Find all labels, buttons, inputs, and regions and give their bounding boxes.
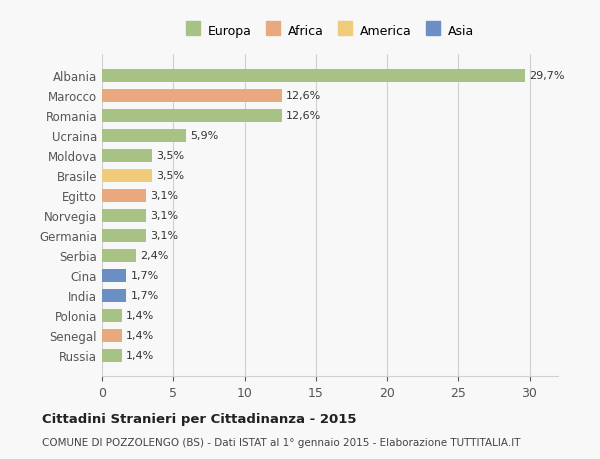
Bar <box>102 110 281 123</box>
Text: 3,1%: 3,1% <box>151 211 179 221</box>
Bar <box>102 249 136 262</box>
Text: 1,4%: 1,4% <box>126 310 154 320</box>
Bar <box>102 329 122 342</box>
Bar <box>102 349 122 362</box>
Text: 5,9%: 5,9% <box>190 131 218 141</box>
Text: 3,1%: 3,1% <box>151 231 179 241</box>
Bar <box>102 90 281 102</box>
Bar <box>102 309 122 322</box>
Text: 3,5%: 3,5% <box>156 171 184 181</box>
Bar <box>102 129 186 142</box>
Legend: Europa, Africa, America, Asia: Europa, Africa, America, Asia <box>181 20 479 43</box>
Text: 12,6%: 12,6% <box>286 111 321 121</box>
Text: 1,4%: 1,4% <box>126 330 154 340</box>
Text: 2,4%: 2,4% <box>140 251 169 261</box>
Text: Cittadini Stranieri per Cittadinanza - 2015: Cittadini Stranieri per Cittadinanza - 2… <box>42 412 356 425</box>
Text: 29,7%: 29,7% <box>530 71 565 81</box>
Bar <box>102 150 152 162</box>
Bar <box>102 189 146 202</box>
Text: 3,5%: 3,5% <box>156 151 184 161</box>
Text: 3,1%: 3,1% <box>151 191 179 201</box>
Text: 1,7%: 1,7% <box>131 270 159 280</box>
Bar <box>102 209 146 222</box>
Bar <box>102 169 152 182</box>
Bar <box>102 70 525 83</box>
Text: 1,4%: 1,4% <box>126 350 154 360</box>
Text: COMUNE DI POZZOLENGO (BS) - Dati ISTAT al 1° gennaio 2015 - Elaborazione TUTTITA: COMUNE DI POZZOLENGO (BS) - Dati ISTAT a… <box>42 437 521 447</box>
Text: 12,6%: 12,6% <box>286 91 321 101</box>
Bar <box>102 229 146 242</box>
Bar <box>102 289 126 302</box>
Bar <box>102 269 126 282</box>
Text: 1,7%: 1,7% <box>131 291 159 301</box>
